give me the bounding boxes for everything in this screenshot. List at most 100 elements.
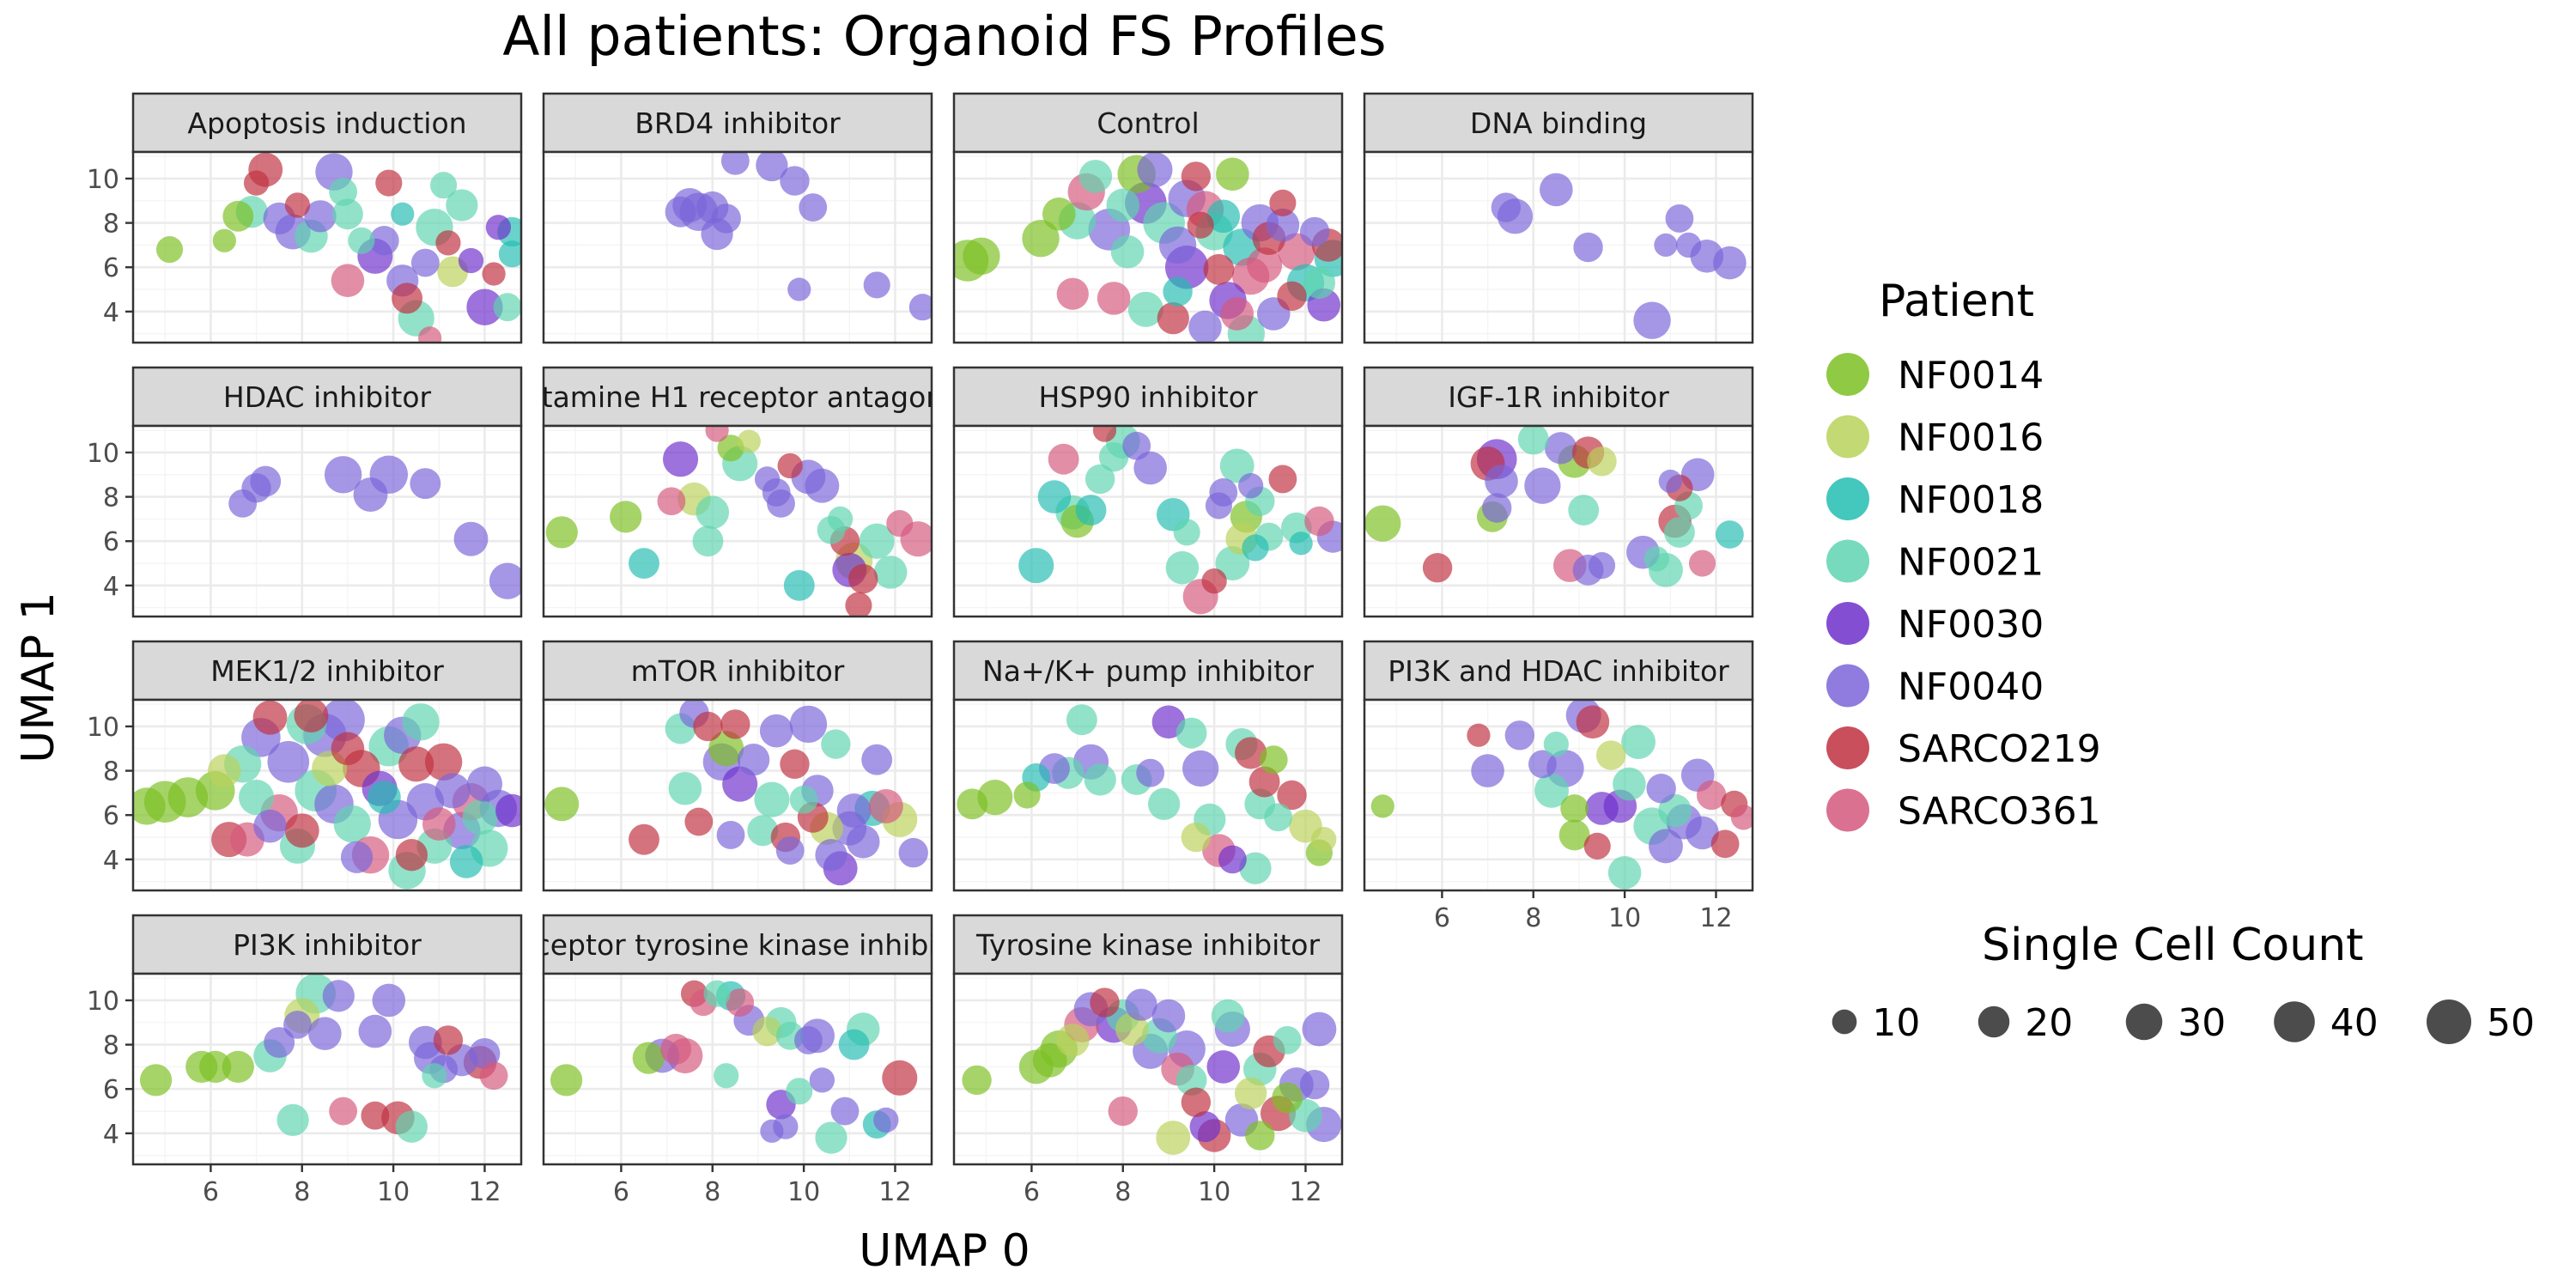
facet-strip <box>131 92 523 154</box>
data-point <box>1181 822 1212 853</box>
data-point <box>1084 464 1115 495</box>
data-point <box>422 807 456 841</box>
x-tick-label: 10 <box>1608 903 1641 933</box>
data-point <box>435 230 461 256</box>
data-point <box>1176 1064 1207 1096</box>
facet-panel: DNA binding <box>1363 92 1754 344</box>
data-point <box>759 714 793 748</box>
data-point <box>786 1078 813 1105</box>
data-point <box>1633 301 1671 339</box>
data-point <box>410 468 441 500</box>
x-tick-label: 12 <box>468 1177 501 1207</box>
data-point <box>1098 441 1129 472</box>
data-point <box>331 198 363 230</box>
chart-title: All patients: Organoid FS Profiles <box>502 5 1386 68</box>
data-point <box>1364 505 1401 542</box>
data-point <box>898 837 928 868</box>
data-point <box>1075 495 1107 526</box>
data-point <box>756 152 788 182</box>
panel-border <box>952 424 1344 618</box>
data-point <box>1710 829 1740 859</box>
data-point <box>449 845 483 878</box>
data-point <box>861 744 893 775</box>
y-tick-label: 8 <box>103 210 119 240</box>
data-point <box>466 766 503 802</box>
x-axis-title: UMAP 0 <box>859 1225 1030 1277</box>
data-point <box>1688 550 1716 577</box>
data-point <box>1042 197 1076 231</box>
data-point <box>737 744 770 776</box>
data-point <box>369 226 399 256</box>
data-point <box>1715 520 1744 549</box>
panel-points <box>954 152 1342 343</box>
facet-panel: BRD4 inhibitor <box>542 92 933 344</box>
data-point <box>1127 291 1163 327</box>
data-point <box>1696 780 1727 811</box>
data-point <box>703 980 731 1007</box>
data-point <box>466 289 503 325</box>
data-point <box>963 237 1000 276</box>
data-point <box>434 773 471 809</box>
panel-points <box>1491 173 1747 339</box>
data-point <box>321 700 365 742</box>
data-point <box>1056 277 1089 310</box>
data-point <box>1115 1012 1149 1046</box>
data-point <box>398 746 434 782</box>
data-point <box>1247 247 1283 283</box>
data-point <box>1654 233 1678 258</box>
data-point <box>133 787 166 825</box>
facet-strip <box>542 914 933 975</box>
data-point <box>1181 161 1212 191</box>
data-point <box>632 1042 665 1074</box>
data-point <box>1277 281 1307 311</box>
facet-panel: Na+/K+ pump inhibitor <box>952 640 1344 892</box>
data-point <box>873 1107 899 1133</box>
legend-color-swatch <box>1826 353 1869 396</box>
data-point <box>489 562 521 599</box>
data-point <box>1122 431 1151 460</box>
x-tick-label: 10 <box>787 1177 820 1207</box>
data-point <box>283 1010 312 1039</box>
panel-border <box>542 698 933 892</box>
panel-border <box>542 150 933 344</box>
y-tick-label: 8 <box>103 757 119 787</box>
facet-strip-label: BRD4 inhibitor <box>635 106 841 140</box>
data-point <box>139 1064 173 1097</box>
data-point <box>331 264 365 298</box>
data-point <box>1524 467 1561 504</box>
data-point <box>1187 211 1214 239</box>
data-point <box>1055 1024 1090 1057</box>
data-point <box>391 202 415 226</box>
panel-border <box>952 972 1344 1166</box>
data-point <box>1206 199 1241 234</box>
data-point <box>1658 793 1692 828</box>
facet-strip <box>542 640 933 702</box>
data-point <box>340 841 374 873</box>
data-point <box>696 495 730 529</box>
data-point <box>846 824 880 859</box>
data-point <box>462 799 498 835</box>
data-point <box>1467 723 1491 747</box>
y-tick-label: 8 <box>103 1031 119 1061</box>
facet-strip <box>542 366 933 428</box>
data-point <box>1108 1096 1138 1127</box>
data-point <box>1713 246 1747 280</box>
facet-panel: HSP90 inhibitor <box>952 366 1344 618</box>
facet-strip <box>952 914 1344 975</box>
data-point <box>304 200 337 233</box>
facet-strip-label: PI3K inhibitor <box>233 928 422 962</box>
data-point <box>253 809 287 843</box>
panel-background <box>133 426 521 617</box>
data-point <box>1289 532 1313 556</box>
x-tick-label: 6 <box>1434 903 1450 933</box>
data-point <box>1203 253 1235 285</box>
legend-color-label: SARCO219 <box>1898 727 2101 771</box>
data-point <box>1206 1050 1241 1084</box>
data-point <box>789 785 818 814</box>
data-point <box>322 980 355 1012</box>
data-point <box>1201 568 1227 594</box>
legend-color-swatch <box>1826 602 1869 645</box>
legend-color-swatch <box>1826 415 1869 459</box>
data-point <box>267 740 310 783</box>
panel-border <box>131 424 523 618</box>
